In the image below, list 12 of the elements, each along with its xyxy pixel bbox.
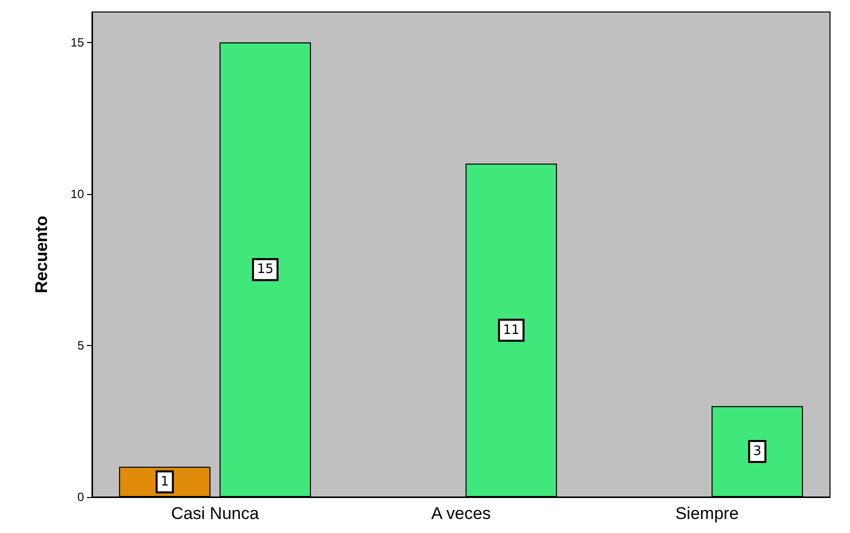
x-tick-label: Casi Nunca [171,504,260,523]
y-tick-label: 15 [70,35,84,50]
data-label: 11 [502,322,520,338]
y-tick-label: 10 [70,186,84,201]
data-label: 1 [160,474,169,490]
data-label: 15 [256,262,274,278]
y-axis-title: Recuento [32,216,51,294]
x-tick-label: Siempre [675,504,739,523]
y-tick-label: 0 [77,490,84,504]
x-tick-label: A veces [431,504,491,523]
y-tick-label: 5 [77,338,84,352]
data-label: 3 [753,444,762,460]
